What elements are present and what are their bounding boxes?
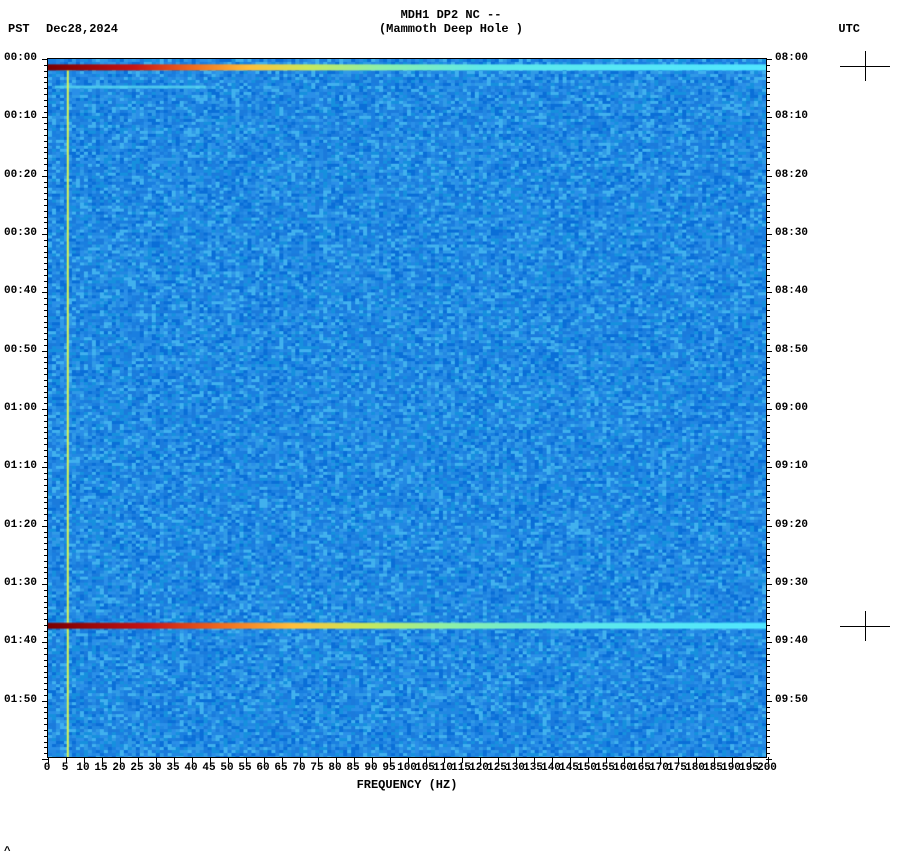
y-axis-right: 08:0008:1008:2008:3008:4008:5009:0009:10…	[775, 58, 825, 758]
x-tick-label: 110	[433, 762, 453, 774]
y-tick-label: 09:00	[775, 402, 808, 414]
footer-caret: ^	[4, 846, 11, 858]
x-tick-label: 85	[346, 762, 359, 774]
y-tick-label: 09:30	[775, 577, 808, 589]
x-tick-label: 195	[739, 762, 759, 774]
x-tick-label: 20	[112, 762, 125, 774]
x-tick-label: 165	[631, 762, 651, 774]
x-tick-label: 105	[415, 762, 435, 774]
x-tick-label: 120	[469, 762, 489, 774]
x-tick-label: 5	[62, 762, 69, 774]
y-tick-label: 08:20	[775, 169, 808, 181]
y-tick-label: 00:30	[4, 227, 37, 239]
x-axis-label: FREQUENCY (HZ)	[47, 778, 767, 792]
y-tick-label: 01:00	[4, 402, 37, 414]
chart-header: MDH1 DP2 NC -- (Mammoth Deep Hole )	[0, 8, 902, 36]
y-tick-label: 00:40	[4, 285, 37, 297]
y-tick-label: 08:40	[775, 285, 808, 297]
x-tick-label: 170	[649, 762, 669, 774]
y-tick-label: 08:50	[775, 344, 808, 356]
x-tick-label: 25	[130, 762, 143, 774]
date-label: Dec28,2024	[46, 22, 118, 36]
y-axis-left: 00:0000:1000:2000:3000:4000:5001:0001:10…	[0, 58, 45, 758]
x-tick-label: 90	[364, 762, 377, 774]
x-tick-label: 175	[667, 762, 687, 774]
x-tick-label: 30	[148, 762, 161, 774]
x-tick-label: 95	[382, 762, 395, 774]
x-tick-label: 50	[220, 762, 233, 774]
y-tick-label: 01:20	[4, 519, 37, 531]
event-cross-icon	[840, 51, 890, 81]
y-tick-label: 01:40	[4, 635, 37, 647]
x-tick-label: 35	[166, 762, 179, 774]
x-tick-label: 160	[613, 762, 633, 774]
x-tick-label: 150	[577, 762, 597, 774]
x-tick-label: 0	[44, 762, 51, 774]
x-tick-label: 155	[595, 762, 615, 774]
y-tick-label: 01:50	[4, 694, 37, 706]
x-tick-label: 140	[541, 762, 561, 774]
x-tick-label: 65	[274, 762, 287, 774]
x-tick-label: 145	[559, 762, 579, 774]
x-tick-label: 135	[523, 762, 543, 774]
x-tick-label: 45	[202, 762, 215, 774]
y-tick-label: 08:10	[775, 110, 808, 122]
y-tick-label: 00:20	[4, 169, 37, 181]
x-tick-label: 115	[451, 762, 471, 774]
y-tick-label: 01:30	[4, 577, 37, 589]
x-tick-label: 125	[487, 762, 507, 774]
y-tick-label: 00:50	[4, 344, 37, 356]
left-tz-label: PST	[8, 22, 30, 36]
chart-title: MDH1 DP2 NC --	[0, 8, 902, 22]
x-tick-label: 55	[238, 762, 251, 774]
chart-subtitle: (Mammoth Deep Hole )	[0, 22, 902, 36]
y-tick-label: 08:30	[775, 227, 808, 239]
y-tick-label: 09:20	[775, 519, 808, 531]
y-tick-label: 09:40	[775, 635, 808, 647]
x-tick-label: 100	[397, 762, 417, 774]
x-tick-label: 200	[757, 762, 777, 774]
x-tick-label: 75	[310, 762, 323, 774]
y-tick-label: 01:10	[4, 460, 37, 472]
y-tick-label: 00:00	[4, 52, 37, 64]
right-tz-label: UTC	[838, 22, 860, 36]
event-cross-icon	[840, 611, 890, 641]
x-tick-label: 80	[328, 762, 341, 774]
x-tick-label: 180	[685, 762, 705, 774]
x-tick-label: 190	[721, 762, 741, 774]
x-tick-label: 60	[256, 762, 269, 774]
x-tick-label: 15	[94, 762, 107, 774]
x-tick-label: 40	[184, 762, 197, 774]
x-tick-label: 70	[292, 762, 305, 774]
spectrogram-plot	[47, 58, 767, 758]
x-tick-label: 130	[505, 762, 525, 774]
y-tick-label: 09:50	[775, 694, 808, 706]
spectrogram-canvas	[48, 59, 766, 757]
y-tick-label: 09:10	[775, 460, 808, 472]
x-tick-label: 185	[703, 762, 723, 774]
x-tick-label: 10	[76, 762, 89, 774]
y-tick-label: 08:00	[775, 52, 808, 64]
y-tick-label: 00:10	[4, 110, 37, 122]
